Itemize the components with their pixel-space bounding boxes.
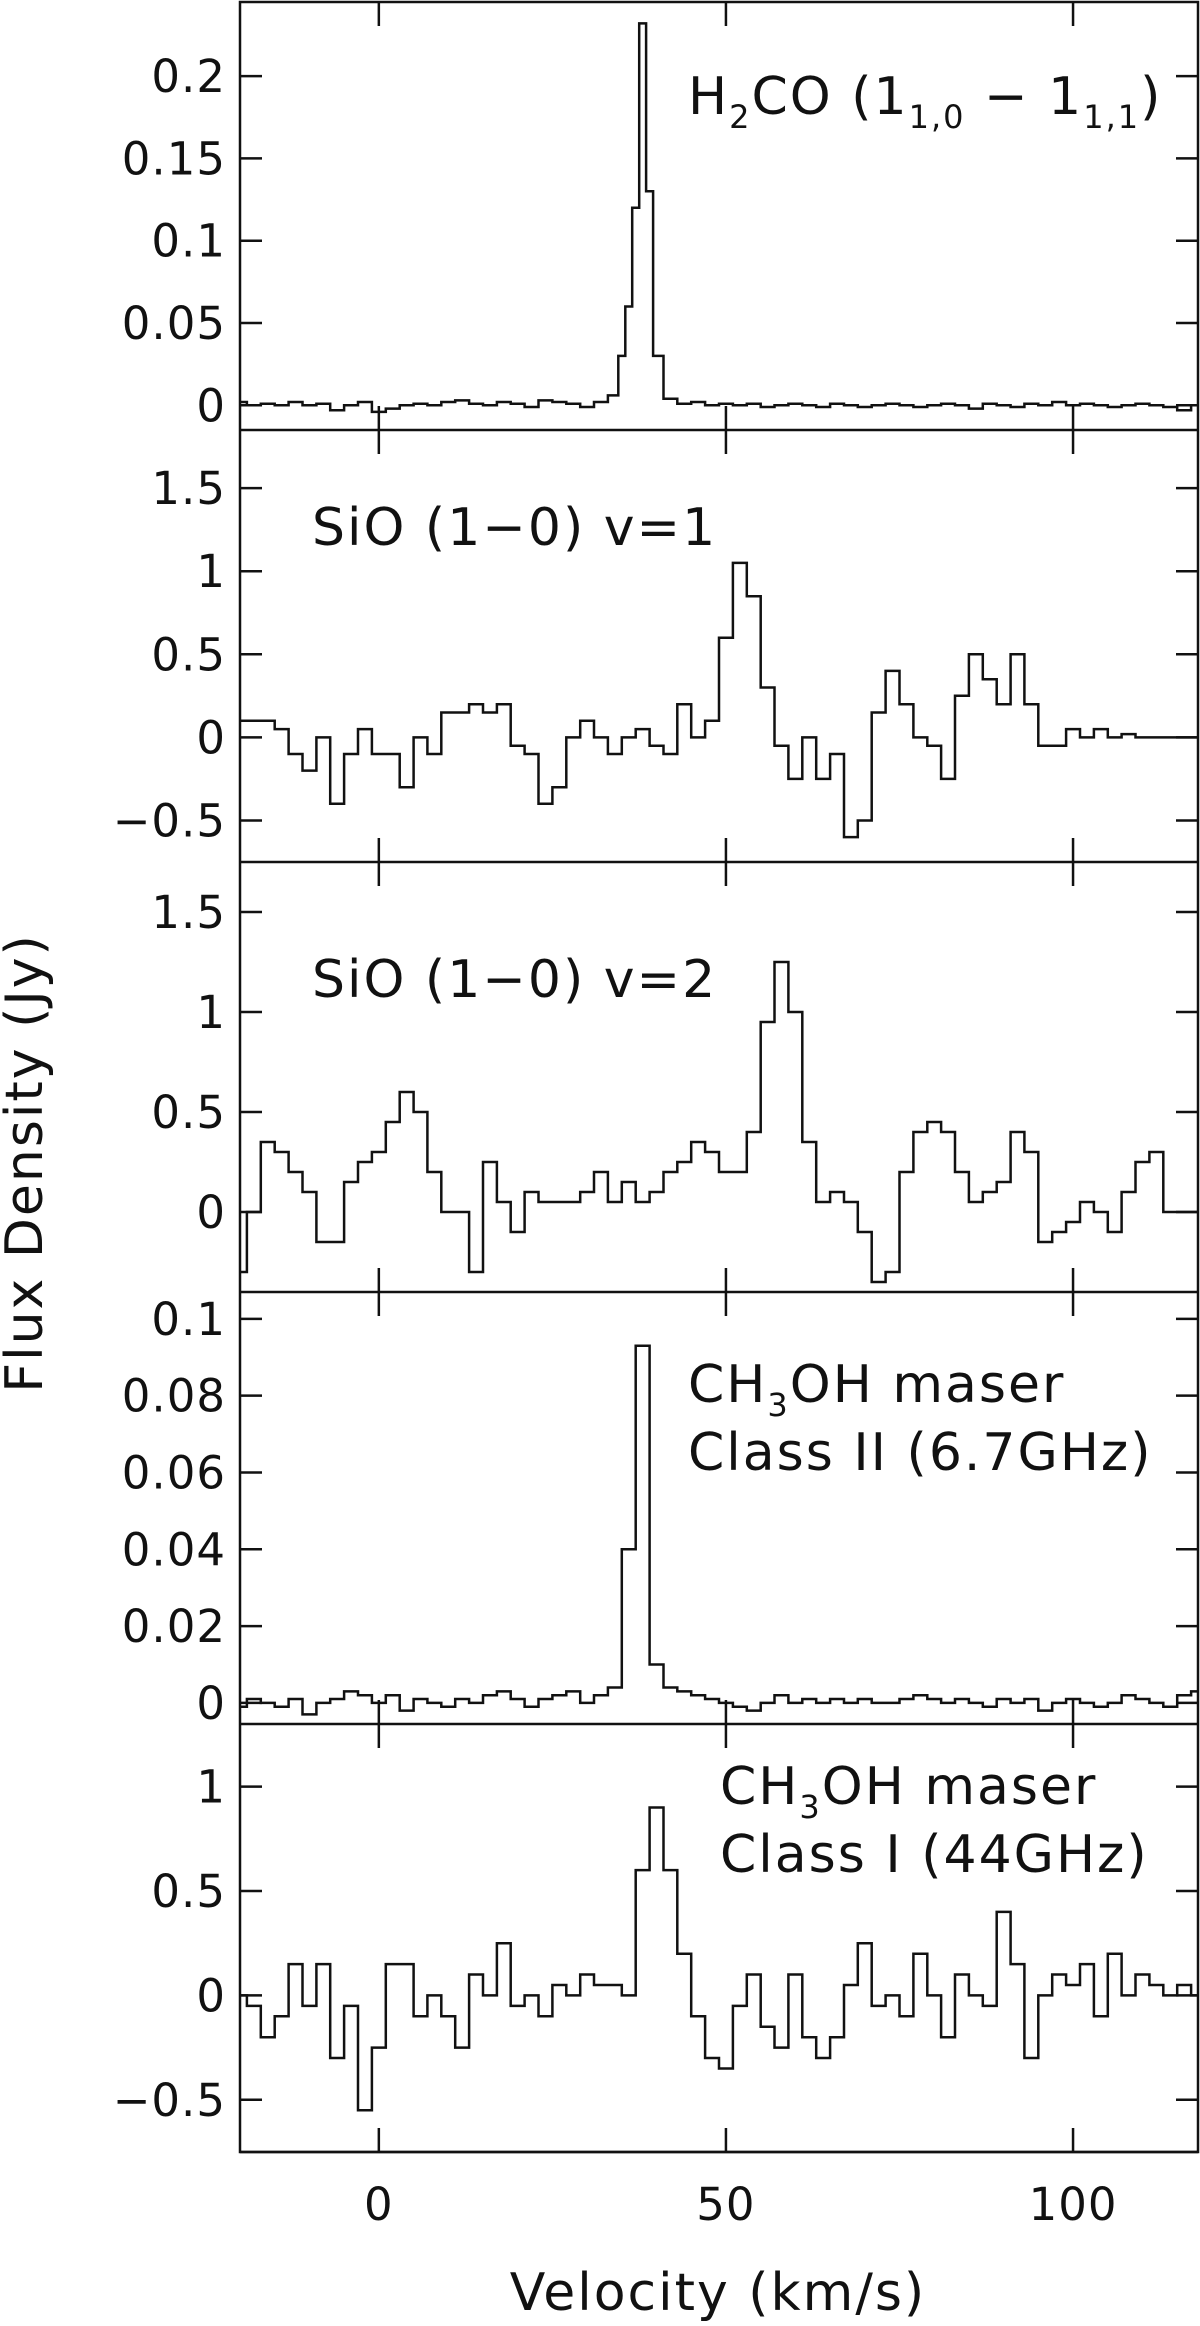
y-tick-label: 0 — [196, 1969, 226, 2022]
y-tick-label: 0.04 — [122, 1523, 226, 1576]
y-tick-label: 0.05 — [122, 297, 226, 350]
y-tick-label: 0.1 — [151, 215, 226, 268]
series-label-subscript: 1,1 — [1083, 98, 1140, 136]
y-tick-label: 0.08 — [122, 1370, 226, 1423]
series-label-part: SiO (1−0) v=2 — [312, 950, 717, 1010]
panels-group: 0 0.05 0.1 0.15 0.2 H2CO (11,0 − 11,1) −0.5 0 0.… — [113, 0, 1200, 2154]
series-label-part: CH — [720, 1757, 799, 1817]
y-tick-label: 0.1 — [151, 1293, 226, 1346]
y-tick-label: 0 — [196, 1677, 226, 1730]
y-tick-label: 1 — [196, 986, 226, 1039]
series-label-subscript: 1,0 — [909, 98, 966, 136]
series-label: H2CO (11,0 − 11,1) — [688, 67, 1162, 136]
series-label-subscript: 3 — [767, 1386, 789, 1424]
series-label: CH3OH maser — [688, 1355, 1065, 1424]
y-tick-label: 1.5 — [151, 886, 226, 939]
series-line-ch3oh-ii — [240, 1344, 1198, 1716]
x-tick-label: 100 — [1029, 2178, 1118, 2231]
series-label-part: ) — [1140, 67, 1162, 127]
y-tick-label: 1 — [196, 1761, 226, 1814]
y-tick-label: −0.5 — [113, 2074, 226, 2127]
series-label-line2: Class I (44GHz) — [720, 1825, 1149, 1885]
series-line-sio-v1 — [240, 561, 1198, 839]
x-tick-label: 0 — [364, 2178, 394, 2231]
series-label-part: CH — [688, 1355, 767, 1415]
series-label-part: SiO (1−0) v=1 — [312, 498, 717, 558]
y-tick-label: 0 — [196, 711, 226, 764]
series-label-part: OH maser — [822, 1757, 1098, 1817]
y-tick-label: 1 — [196, 545, 226, 598]
series-line-sio-v2 — [240, 960, 1198, 1284]
series-label: CH3OH maser — [720, 1757, 1097, 1826]
series-label-subscript: 2 — [729, 98, 751, 136]
y-axis-label: Flux Density (Jy) — [0, 933, 55, 1393]
series-label: SiO (1−0) v=1 — [312, 498, 717, 558]
series-label-part: OH maser — [790, 1355, 1066, 1415]
y-tick-label: 0.2 — [151, 50, 226, 103]
panel-sio-v2: 0 0.5 1 1.5 SiO (1−0) v=2 — [151, 862, 1198, 1294]
x-axis-label: Velocity (km/s) — [510, 2263, 926, 2323]
y-tick-label: 0.02 — [122, 1600, 226, 1653]
series-label-part: CO (1 — [751, 67, 908, 127]
series-label: SiO (1−0) v=2 — [312, 950, 717, 1010]
y-tick-label: 0.5 — [151, 628, 226, 681]
y-tick-label: 0 — [196, 379, 226, 432]
y-tick-label: 0.5 — [151, 1086, 226, 1139]
series-label-part: H — [688, 67, 729, 127]
panel-sio-v1: −0.5 0 0.5 1 1.5 SiO (1−0) v=1 — [113, 430, 1198, 864]
series-label-part: − 1 — [966, 67, 1084, 127]
y-tick-label: 1.5 — [151, 462, 226, 515]
y-tick-label: 0.06 — [122, 1446, 226, 1499]
y-tick-label: 0.15 — [122, 132, 226, 185]
y-tick-label: 0.5 — [151, 1865, 226, 1918]
series-line-ch3oh-i — [240, 1806, 1198, 2112]
series-label-line2: Class II (6.7GHz) — [688, 1423, 1153, 1483]
series-line-h2co — [240, 22, 1198, 414]
x-tick-label: 50 — [696, 2178, 755, 2231]
x-axis-group: 0 50 100 — [364, 2178, 1118, 2231]
panel-h2co: 0 0.05 0.1 0.15 0.2 H2CO (11,0 − 11,1) — [122, 2, 1198, 432]
y-tick-label: −0.5 — [113, 794, 226, 847]
series-label-subscript: 3 — [799, 1788, 821, 1826]
y-tick-label: 0 — [196, 1186, 226, 1239]
